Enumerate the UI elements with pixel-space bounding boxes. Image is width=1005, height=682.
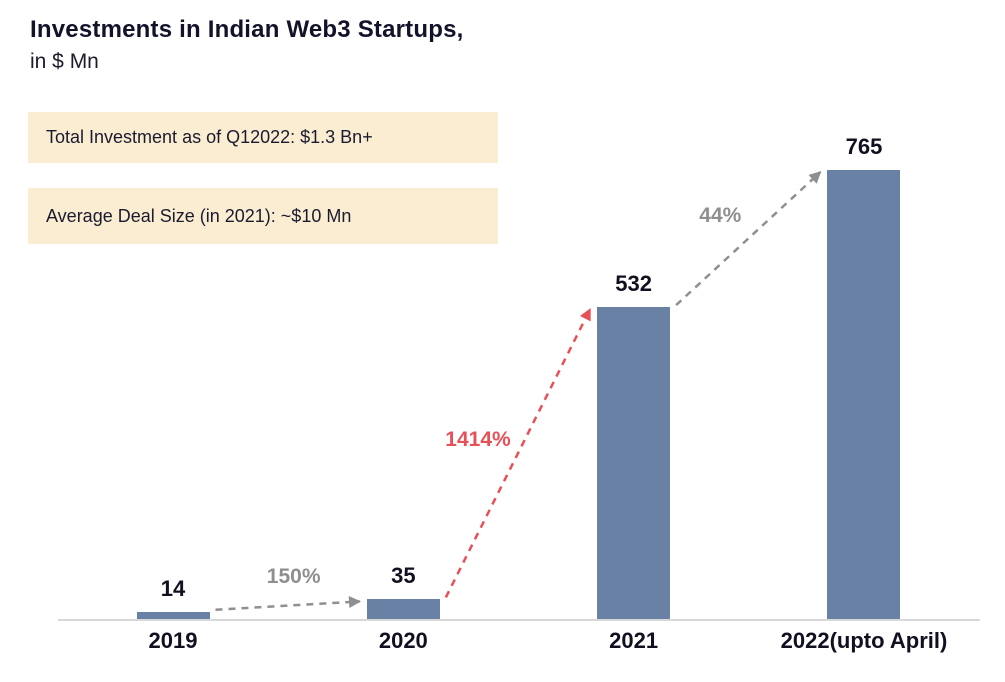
callout-average-deal-size: Average Deal Size (in 2021): ~$10 Mn — [28, 188, 498, 244]
bar-2019 — [136, 611, 210, 620]
bar-value-label-2021: 532 — [615, 271, 653, 297]
bar-value-label-2022(upto April): 765 — [845, 134, 883, 159]
bar-2020 — [366, 599, 440, 620]
growth-arrow-150% — [215, 596, 362, 612]
callout-total-investment: Total Investment as of Q12022: $1.3 Bn+ — [28, 112, 498, 163]
bar-2022(upto April) — [827, 170, 901, 620]
x-axis-label-2022(upto April): 2022(upto April) — [780, 628, 948, 653]
bar-value-label-2019: 14 — [160, 575, 186, 601]
callout-average-deal-size-text: Average Deal Size (in 2021): ~$10 Mn — [46, 205, 352, 226]
growth-arrow-44% — [675, 171, 822, 306]
x-axis-line — [58, 619, 980, 621]
x-axis-label-2021: 2021 — [609, 628, 659, 653]
callout-total-investment-text: Total Investment as of Q12022: $1.3 Bn+ — [46, 127, 373, 147]
growth-label-44%: 44% — [699, 203, 742, 227]
x-axis-label-2020: 2020 — [378, 628, 428, 653]
chart-subtitle: in $ Mn — [30, 50, 99, 73]
growth-arrow-1414% — [444, 307, 592, 598]
x-axis-label-2019: 2019 — [148, 628, 198, 653]
chart-title: Investments in Indian Web3 Startups, — [30, 16, 464, 43]
bar-value-label-2020: 35 — [391, 563, 416, 589]
growth-label-1414%: 1414% — [445, 428, 511, 452]
bar-2021 — [597, 307, 671, 620]
growth-label-150%: 150% — [266, 564, 321, 588]
